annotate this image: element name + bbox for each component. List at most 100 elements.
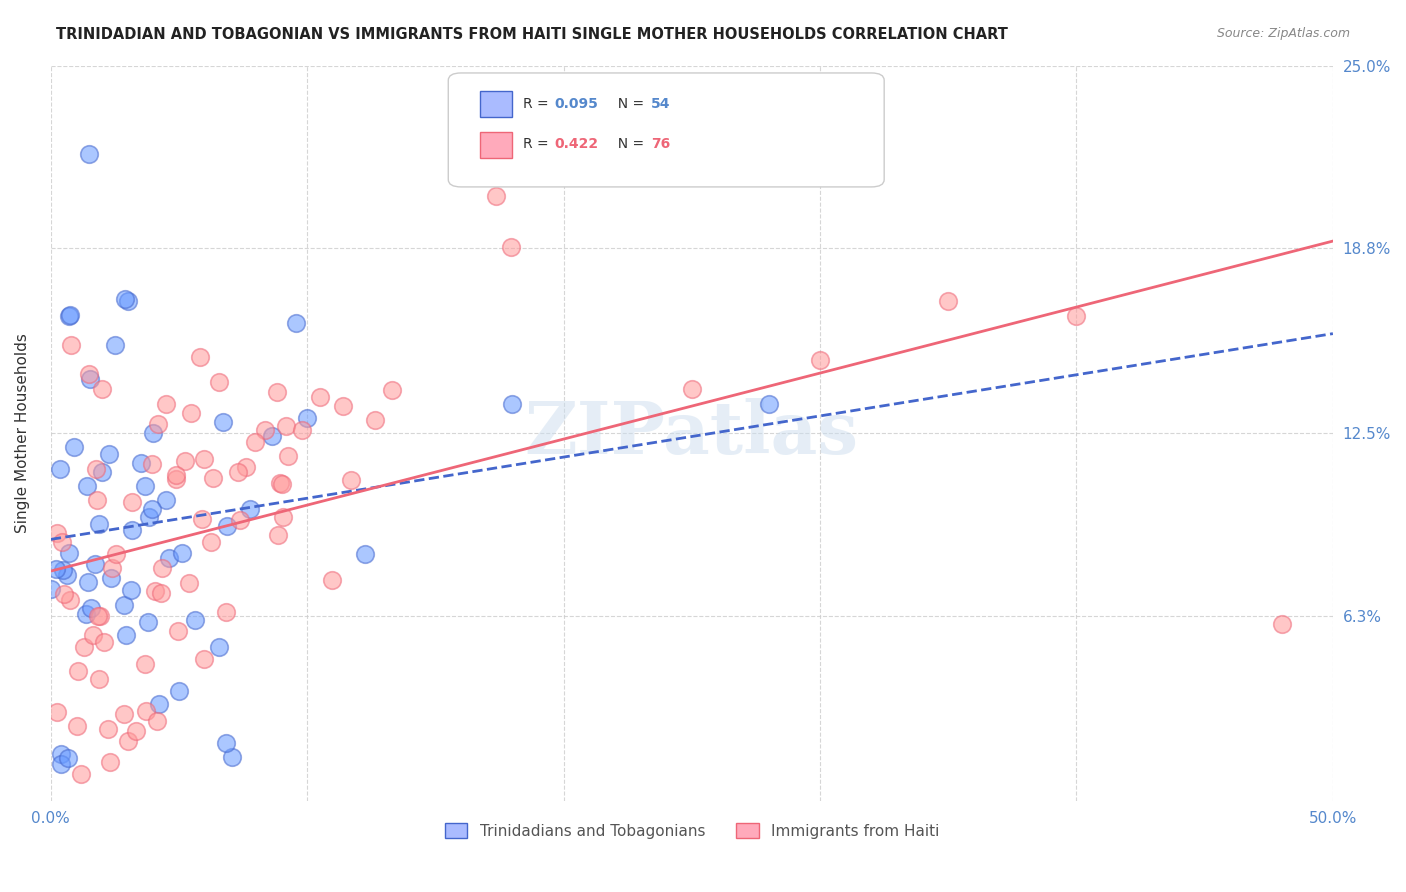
Point bbox=[59, 308, 82, 322]
Point bbox=[808, 352, 831, 367]
Point bbox=[271, 477, 294, 491]
Point bbox=[1066, 309, 1088, 323]
Point bbox=[290, 423, 312, 437]
Point bbox=[66, 664, 89, 678]
Point bbox=[266, 384, 288, 399]
Point bbox=[121, 523, 143, 537]
Point bbox=[141, 501, 163, 516]
Point bbox=[174, 454, 197, 468]
Point bbox=[87, 672, 110, 686]
Point bbox=[49, 747, 72, 762]
Point bbox=[150, 560, 173, 574]
Point bbox=[155, 397, 177, 411]
Point bbox=[76, 479, 98, 493]
Point bbox=[221, 749, 243, 764]
Point bbox=[308, 390, 330, 404]
Point bbox=[215, 606, 238, 620]
Point bbox=[200, 534, 222, 549]
Point bbox=[75, 607, 97, 621]
Text: 54: 54 bbox=[651, 97, 671, 111]
Point bbox=[260, 429, 283, 443]
Point bbox=[215, 736, 238, 750]
Point bbox=[193, 452, 215, 467]
Text: ZIPatlas: ZIPatlas bbox=[524, 398, 859, 468]
Point bbox=[84, 462, 107, 476]
Point bbox=[354, 547, 377, 561]
FancyBboxPatch shape bbox=[449, 73, 884, 187]
Point bbox=[253, 423, 276, 437]
Point bbox=[93, 634, 115, 648]
Point bbox=[121, 495, 143, 509]
Point bbox=[84, 558, 107, 572]
Point bbox=[485, 189, 508, 203]
Point bbox=[211, 415, 233, 429]
Point bbox=[758, 397, 780, 411]
Point bbox=[184, 613, 207, 627]
Point bbox=[226, 466, 249, 480]
Point bbox=[1271, 617, 1294, 632]
Point bbox=[235, 459, 257, 474]
Point bbox=[89, 609, 111, 624]
Point bbox=[207, 640, 229, 654]
Point bbox=[180, 406, 202, 420]
Point bbox=[104, 338, 127, 352]
Point bbox=[117, 293, 139, 308]
Text: 76: 76 bbox=[651, 137, 671, 152]
Point bbox=[70, 767, 93, 781]
Point bbox=[193, 652, 215, 666]
Point bbox=[285, 316, 308, 330]
Point bbox=[114, 598, 136, 612]
Point bbox=[91, 465, 114, 479]
Point bbox=[165, 467, 187, 482]
Point bbox=[146, 417, 169, 432]
Point bbox=[73, 640, 96, 654]
Point bbox=[339, 473, 361, 487]
Point bbox=[53, 587, 76, 601]
Point bbox=[201, 471, 224, 485]
Point bbox=[165, 472, 187, 486]
Point bbox=[112, 706, 135, 721]
Point bbox=[66, 719, 89, 733]
Point bbox=[321, 574, 343, 588]
Point bbox=[166, 624, 188, 638]
Point bbox=[98, 755, 121, 769]
Point bbox=[125, 723, 148, 738]
Point bbox=[49, 757, 72, 772]
Point bbox=[134, 657, 156, 671]
Point bbox=[56, 751, 79, 765]
Point bbox=[58, 309, 80, 323]
Point bbox=[170, 546, 193, 560]
Legend: Trinidadians and Tobagonians, Immigrants from Haiti: Trinidadians and Tobagonians, Immigrants… bbox=[439, 816, 945, 845]
Point bbox=[98, 447, 121, 461]
Point bbox=[499, 240, 522, 254]
Point bbox=[97, 722, 120, 736]
Point bbox=[229, 513, 252, 527]
Text: TRINIDADIAN AND TOBAGONIAN VS IMMIGRANTS FROM HAITI SINGLE MOTHER HOUSEHOLDS COR: TRINIDADIAN AND TOBAGONIAN VS IMMIGRANTS… bbox=[56, 27, 1008, 42]
Y-axis label: Single Mother Households: Single Mother Households bbox=[15, 334, 30, 533]
Text: N =: N = bbox=[609, 137, 648, 152]
Text: 0.095: 0.095 bbox=[555, 97, 599, 111]
Point bbox=[45, 705, 67, 719]
Point bbox=[51, 535, 73, 549]
Point bbox=[208, 375, 231, 389]
Point bbox=[364, 413, 387, 427]
Point bbox=[177, 575, 200, 590]
Point bbox=[100, 571, 122, 585]
Point bbox=[146, 714, 169, 728]
Point bbox=[271, 510, 294, 524]
Point bbox=[501, 397, 523, 411]
Text: R =: R = bbox=[523, 97, 553, 111]
Point bbox=[239, 502, 262, 516]
Point bbox=[269, 476, 291, 491]
Point bbox=[138, 510, 160, 524]
Text: N =: N = bbox=[609, 97, 648, 111]
Point bbox=[86, 493, 108, 508]
Point bbox=[76, 574, 98, 589]
Point bbox=[39, 582, 62, 596]
Point bbox=[135, 704, 157, 718]
Point bbox=[80, 601, 103, 615]
Point bbox=[155, 492, 177, 507]
Point bbox=[82, 628, 104, 642]
Point bbox=[62, 440, 84, 454]
Point bbox=[79, 368, 101, 382]
